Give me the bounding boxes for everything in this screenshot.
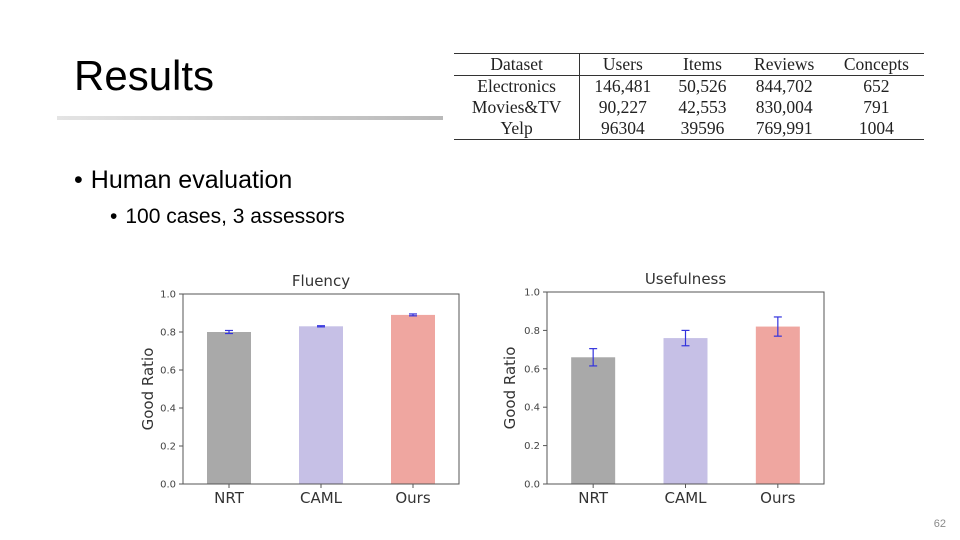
y-tick-label: 0.4 xyxy=(160,404,176,415)
table-cell: 1004 xyxy=(858,118,894,138)
table-cell: 39596 xyxy=(680,118,725,138)
column-header: Reviews xyxy=(754,54,815,74)
x-tick-label-caml: CAML xyxy=(664,489,707,506)
table-cell: 96304 xyxy=(600,118,645,138)
y-tick-label: 0.6 xyxy=(160,366,176,377)
title-underline xyxy=(57,116,443,120)
table-cell: 844,702 xyxy=(755,76,813,96)
page-number: 62 xyxy=(933,518,946,530)
table-cell: Electronics xyxy=(454,75,581,97)
table-cell: 830,004 xyxy=(755,97,813,117)
slide-title: Results xyxy=(74,52,215,99)
bullet-dot-icon: • xyxy=(74,166,83,194)
y-tick-label: 0.6 xyxy=(524,364,540,375)
x-tick-label-ours: Ours xyxy=(395,489,430,506)
x-tick-label-ours: Ours xyxy=(760,489,795,506)
table-cell: Movies&TV xyxy=(454,97,581,118)
bar-caml xyxy=(299,326,343,484)
table-row: Electronics 146,481 50,526 844,702 652 xyxy=(454,75,924,97)
table-cell: 146,481 xyxy=(594,76,652,96)
table-cell: 652 xyxy=(863,76,890,96)
table-cell: Yelp xyxy=(454,118,581,140)
table-header-row: Dataset Users Items Reviews Concepts xyxy=(454,53,924,76)
table-row: Yelp 96304 39596 769,991 1004 xyxy=(454,118,924,140)
x-tick-label-nrt: NRT xyxy=(578,489,609,506)
table-cell: 769,991 xyxy=(755,118,813,138)
bullet-human-evaluation: • Human evaluation xyxy=(74,166,292,195)
dataset-statistics-table: Dataset Users Items Reviews Concepts Ele… xyxy=(454,53,924,140)
bar-nrt xyxy=(571,357,616,484)
bar-nrt xyxy=(207,332,251,484)
bar-ours xyxy=(755,326,800,484)
sub-bullet-cases: • 100 cases, 3 assessors xyxy=(110,205,345,229)
bar-caml xyxy=(663,338,708,484)
y-tick-label: 0.0 xyxy=(524,480,540,491)
column-header: Items xyxy=(683,54,722,74)
y-tick-label: 0.8 xyxy=(524,326,540,337)
fluency-bar-chart: Fluency Good Ratio 0.0 0.2 0.4 0.6 0.8 1.0 NRT CA… xyxy=(139,272,460,506)
bullet-text: Human evaluation xyxy=(90,166,293,194)
y-tick-label: 1.0 xyxy=(160,290,176,301)
y-tick-label: 0.8 xyxy=(160,328,176,339)
x-tick-label-nrt: NRT xyxy=(214,489,245,506)
bar-ours xyxy=(391,314,435,484)
chart-title: Fluency xyxy=(292,272,350,290)
column-header: Users xyxy=(602,54,643,74)
chart-title: Usefulness xyxy=(645,270,727,288)
usefulness-bar-chart: Usefulness Good Ratio 0.0 0.2 0.4 0.6 0.8 1.0 NR… xyxy=(501,270,825,506)
sub-bullet-text: 100 cases, 3 assessors xyxy=(125,205,345,228)
table-cell: 50,526 xyxy=(678,76,727,96)
y-tick-label: 0.0 xyxy=(160,480,176,491)
plot-frame xyxy=(182,293,460,485)
table-cell: 90,227 xyxy=(598,97,647,117)
table-row: Movies&TV 90,227 42,553 830,004 791 xyxy=(454,97,924,118)
y-axis-label: Good Ratio xyxy=(139,348,157,431)
plot-frame xyxy=(546,291,825,485)
column-header: Dataset xyxy=(454,53,581,76)
x-tick-label-caml: CAML xyxy=(300,489,343,506)
y-tick-label: 0.2 xyxy=(524,441,540,452)
y-axis-label: Good Ratio xyxy=(501,347,519,430)
table-cell: 42,553 xyxy=(678,97,727,117)
y-tick-label: 0.4 xyxy=(524,403,540,414)
bullet-dot-icon: • xyxy=(110,205,118,228)
column-header: Concepts xyxy=(843,54,909,74)
y-tick-label: 0.2 xyxy=(160,442,176,453)
y-tick-label: 1.0 xyxy=(524,288,540,299)
table-cell: 791 xyxy=(863,97,890,117)
